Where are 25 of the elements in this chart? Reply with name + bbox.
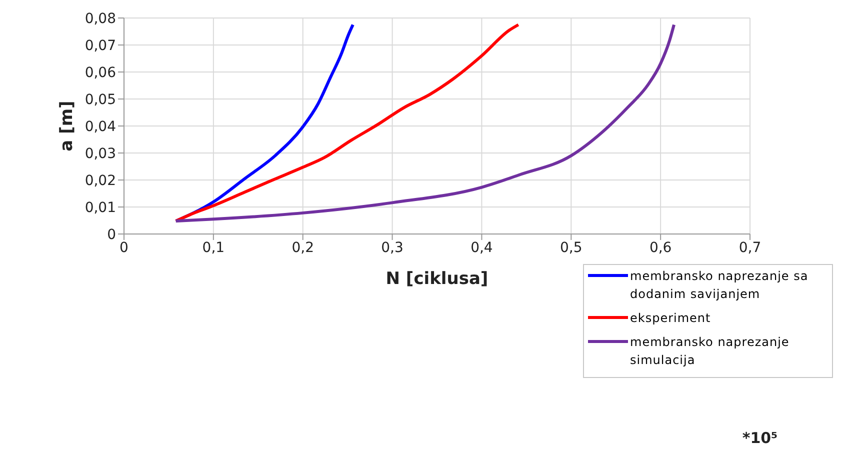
legend-label: membransko naprezanje sa dodanim savijanjem: [630, 268, 810, 303]
x-axis-title: N [ciklusa]: [386, 269, 488, 289]
line-series: [174, 23, 676, 223]
x-tick-label: 0,5: [560, 240, 582, 256]
x-tick-label: 0,6: [649, 240, 672, 256]
x-tick-label: 0,2: [292, 240, 314, 256]
line-series: [174, 23, 520, 223]
y-tick-label: 0,01: [84, 200, 116, 216]
y-tick-label: 0,02: [84, 172, 116, 189]
y-tick-label: 0,07: [84, 38, 116, 54]
y-tick-label: 0,08: [84, 10, 116, 27]
x-tick-label: 0: [120, 240, 128, 256]
x-tick-label: 0,1: [202, 240, 225, 256]
text: *10⁵: [742, 429, 778, 447]
y-axis-title: a [m]: [57, 100, 78, 152]
y-tick-label: 0,06: [84, 64, 116, 81]
x-tick-label: 0,7: [738, 240, 762, 256]
x-tick-label: 0,4: [470, 240, 493, 256]
y-tick-label: 0,05: [84, 92, 116, 108]
y-tick-label: 0: [107, 226, 116, 243]
y-tick-label: 0,04: [84, 118, 116, 135]
legend-label: eksperiment: [630, 310, 711, 327]
y-tick-label: 0,03: [84, 146, 116, 162]
legend-label: membransko naprezanje simulacija: [630, 334, 790, 369]
x-tick-label: 0,3: [381, 240, 404, 256]
